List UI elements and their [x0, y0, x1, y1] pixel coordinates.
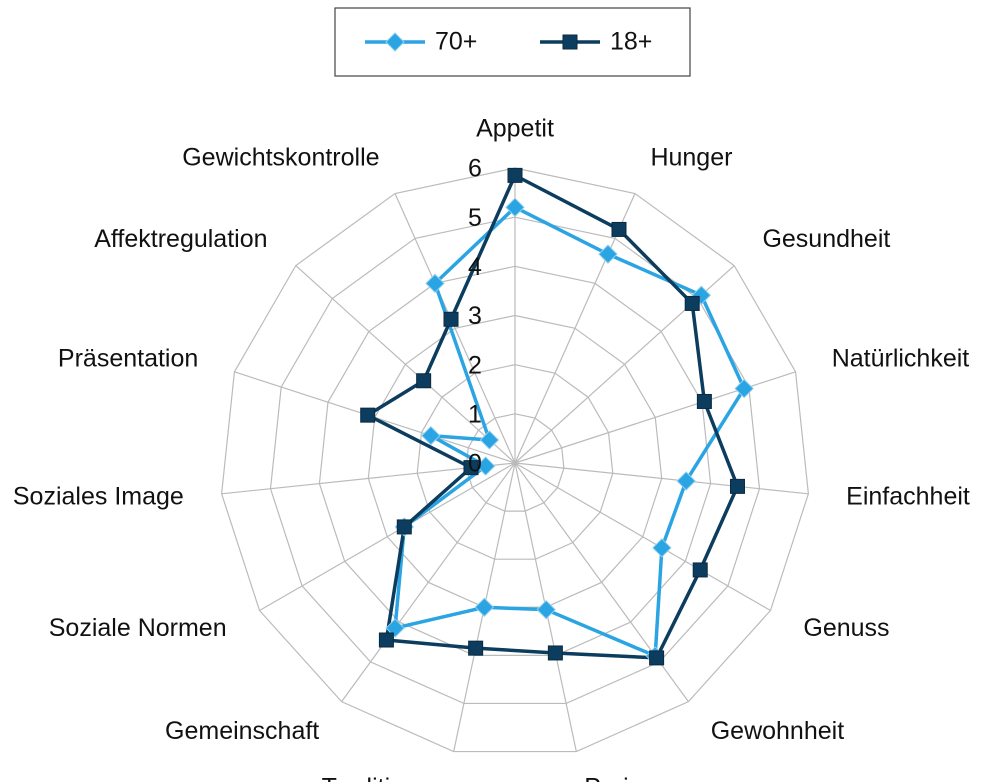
marker: [696, 393, 712, 409]
marker: [536, 599, 556, 620]
category-label: Preis: [584, 773, 641, 782]
marker: [479, 430, 500, 450]
marker: [463, 460, 479, 476]
spoke: [341, 462, 516, 703]
marker: [649, 650, 665, 666]
marker: [547, 645, 563, 661]
category-label: Genuss: [803, 614, 889, 642]
marker: [416, 373, 432, 389]
marker: [611, 221, 627, 237]
r-tick-label: 0: [468, 450, 482, 478]
marker: [385, 32, 405, 52]
category-label: Gemeinschaft: [165, 717, 319, 745]
marker: [676, 471, 696, 491]
spoke: [514, 462, 771, 612]
marker: [425, 273, 445, 294]
grid-ring: [318, 265, 712, 656]
category-label: Präsentation: [58, 345, 198, 373]
category-label: Gewohnheit: [711, 717, 844, 745]
category-label: Affektregulation: [94, 225, 267, 253]
marker: [734, 378, 754, 399]
grid-ring: [221, 167, 809, 753]
series-line: [365, 173, 740, 660]
legend-box: [334, 7, 691, 77]
category-label: Einfachheit: [846, 482, 970, 510]
spoke: [295, 265, 516, 464]
r-tick-label: 1: [468, 400, 482, 428]
series-line: [393, 205, 746, 658]
category-label: Gesundheit: [762, 225, 890, 253]
r-tick-label: 2: [468, 351, 482, 379]
spoke: [514, 462, 809, 495]
marker: [598, 244, 618, 264]
spoke: [514, 371, 796, 464]
spoke: [514, 462, 689, 703]
marker: [507, 167, 523, 183]
marker: [692, 562, 708, 578]
marker: [562, 34, 578, 50]
category-label: Appetit: [476, 115, 554, 143]
marker: [652, 538, 672, 558]
category-label: Gewichtskontrolle: [182, 143, 379, 171]
marker: [443, 311, 459, 327]
marker: [378, 632, 394, 648]
marker: [684, 295, 700, 311]
spoke: [259, 462, 516, 612]
category-label: Soziale Normen: [49, 614, 227, 642]
marker: [468, 640, 484, 656]
category-label: Natürlichkeit: [832, 345, 970, 373]
legend-label: 70+: [435, 28, 477, 56]
marker: [421, 425, 441, 446]
r-tick-label: 5: [468, 204, 482, 232]
r-tick-label: 4: [468, 253, 482, 281]
legend-label: 18+: [610, 28, 652, 56]
marker: [505, 197, 525, 218]
category-label: Traditionen: [322, 773, 446, 782]
grid-ring: [416, 364, 614, 560]
marker: [475, 456, 496, 476]
marker: [396, 519, 412, 535]
r-tick-label: 6: [468, 155, 482, 183]
spoke: [514, 193, 636, 464]
marker: [729, 478, 745, 494]
r-tick-label: 3: [468, 302, 482, 330]
marker: [360, 407, 376, 423]
marker: [474, 597, 495, 617]
category-label: Hunger: [650, 143, 732, 171]
category-label: Soziales Image: [13, 482, 184, 510]
spoke: [394, 193, 516, 464]
